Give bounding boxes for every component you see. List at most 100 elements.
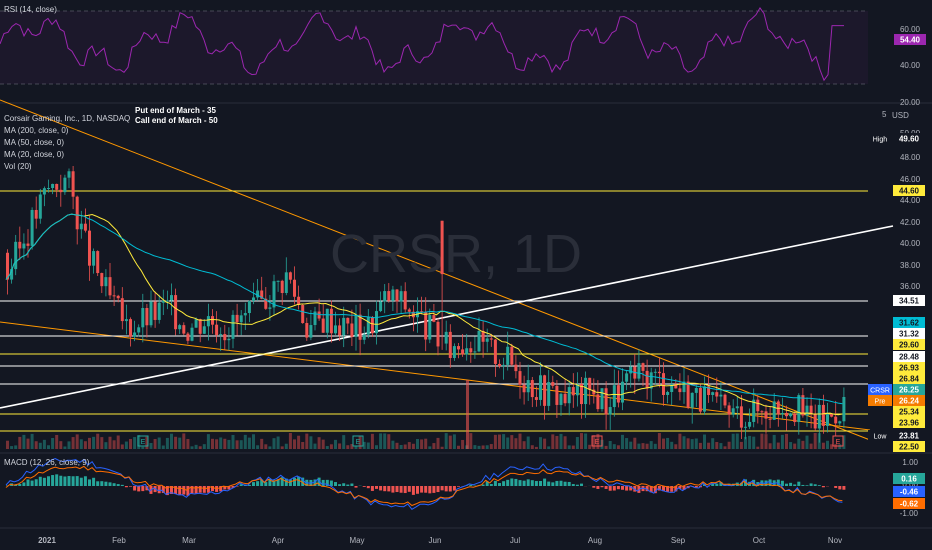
macd-histogram-bar — [215, 486, 219, 492]
macd-histogram-bar — [489, 484, 493, 486]
volume-bar — [768, 443, 772, 449]
macd-histogram-bar — [502, 481, 506, 486]
volume-bar — [641, 443, 645, 449]
volume-bar — [596, 433, 600, 449]
volume-bar — [51, 437, 55, 449]
volume-bar — [227, 439, 231, 449]
macd-histogram-bar — [297, 476, 301, 486]
macd-histogram-bar — [436, 486, 440, 493]
macd-histogram-bar — [170, 486, 173, 494]
macd-histogram-bar — [838, 486, 842, 490]
volume-bar — [116, 435, 120, 449]
macd-histogram-bar — [26, 479, 30, 486]
pre-market-tag: Pre — [875, 399, 886, 406]
candle-body — [284, 272, 288, 293]
candle-body — [662, 373, 665, 395]
volume-bar — [6, 440, 9, 449]
volume-bar — [608, 440, 612, 449]
volume-bar — [202, 444, 206, 449]
macd-histogram-bar — [63, 476, 67, 486]
candle-body — [256, 290, 260, 298]
volume-bar — [567, 445, 571, 449]
macd-histogram-bar — [407, 486, 411, 492]
x-axis-label: May — [349, 536, 364, 545]
volume-bar — [686, 438, 690, 449]
candle-body — [539, 375, 542, 400]
volume-bar — [96, 433, 100, 449]
candle-body — [657, 371, 661, 374]
volume-bar — [129, 438, 132, 449]
volume-bar — [694, 438, 698, 449]
candle-body — [674, 383, 678, 389]
volume-bar — [752, 436, 756, 449]
macd-histogram-bar — [793, 484, 797, 486]
candle-body — [555, 385, 559, 405]
macd-histogram-bar — [370, 486, 374, 491]
candle-body — [358, 314, 362, 340]
level-29-60: 29.60 — [899, 341, 920, 350]
candle-body — [317, 311, 321, 319]
level-26-93: 26.93 — [899, 364, 920, 373]
volume-bar — [842, 435, 846, 449]
volume-bar — [395, 442, 399, 449]
candle-body — [723, 394, 727, 406]
candle-body — [83, 223, 87, 231]
candle-body — [592, 389, 596, 395]
volume-bar — [170, 433, 173, 449]
macd-histogram-bar — [440, 486, 444, 491]
volume-bar — [34, 441, 38, 449]
volume-bar — [407, 442, 411, 449]
candle-body — [141, 308, 145, 328]
candle-body — [616, 385, 620, 403]
volume-bar — [190, 446, 194, 449]
earnings-marker-label: E — [141, 439, 146, 446]
volume-bar — [518, 433, 522, 449]
macd-histogram-bar — [190, 486, 194, 494]
candle-body — [461, 349, 465, 355]
candle-body — [223, 334, 227, 341]
volume-bar — [133, 437, 137, 449]
candle-body — [571, 387, 575, 396]
price-axis-tick: 42.00 — [900, 218, 921, 227]
volume-bar — [252, 434, 255, 449]
level-44-60: 44.60 — [899, 187, 920, 196]
candle-body — [698, 387, 702, 412]
macd-histogram-bar — [629, 486, 633, 491]
macd-histogram-bar — [133, 486, 137, 491]
candle-body — [641, 363, 645, 371]
volume-bar — [498, 434, 501, 449]
candle-body — [354, 314, 358, 337]
candle-body — [305, 323, 309, 338]
volume-bar — [350, 444, 354, 449]
volume-bar — [268, 446, 272, 449]
volume-bar — [383, 433, 387, 449]
volume-bar — [194, 444, 198, 449]
volume-bar — [379, 433, 383, 449]
candle-body — [112, 295, 116, 297]
macd-histogram-bar — [694, 486, 698, 488]
macd-histogram-bar — [264, 482, 268, 486]
volume-bar — [739, 441, 743, 449]
volume-bar — [514, 438, 518, 449]
level-22-50-bg — [893, 441, 925, 452]
macd-histogram-bar — [539, 481, 542, 486]
candle-body — [34, 209, 38, 219]
x-axis-label: Jul — [510, 536, 520, 545]
earnings-marker-label: E — [595, 439, 600, 446]
candle-body — [551, 382, 555, 386]
volume-bar — [682, 436, 686, 449]
candle-body — [206, 316, 210, 327]
volume-bar — [457, 445, 460, 449]
volume-bar — [625, 438, 629, 449]
volume-bar — [649, 441, 653, 449]
price-axis-five: 5 — [882, 110, 887, 119]
volume-bar — [391, 440, 395, 449]
candle-body — [301, 304, 305, 324]
candle-body — [6, 252, 9, 280]
candle-body — [211, 316, 214, 325]
volume-bar — [616, 445, 620, 449]
macd-histogram-bar — [83, 476, 87, 486]
macd-histogram-bar — [252, 482, 255, 486]
volume-bar — [674, 444, 678, 449]
earnings-marker — [137, 435, 149, 447]
